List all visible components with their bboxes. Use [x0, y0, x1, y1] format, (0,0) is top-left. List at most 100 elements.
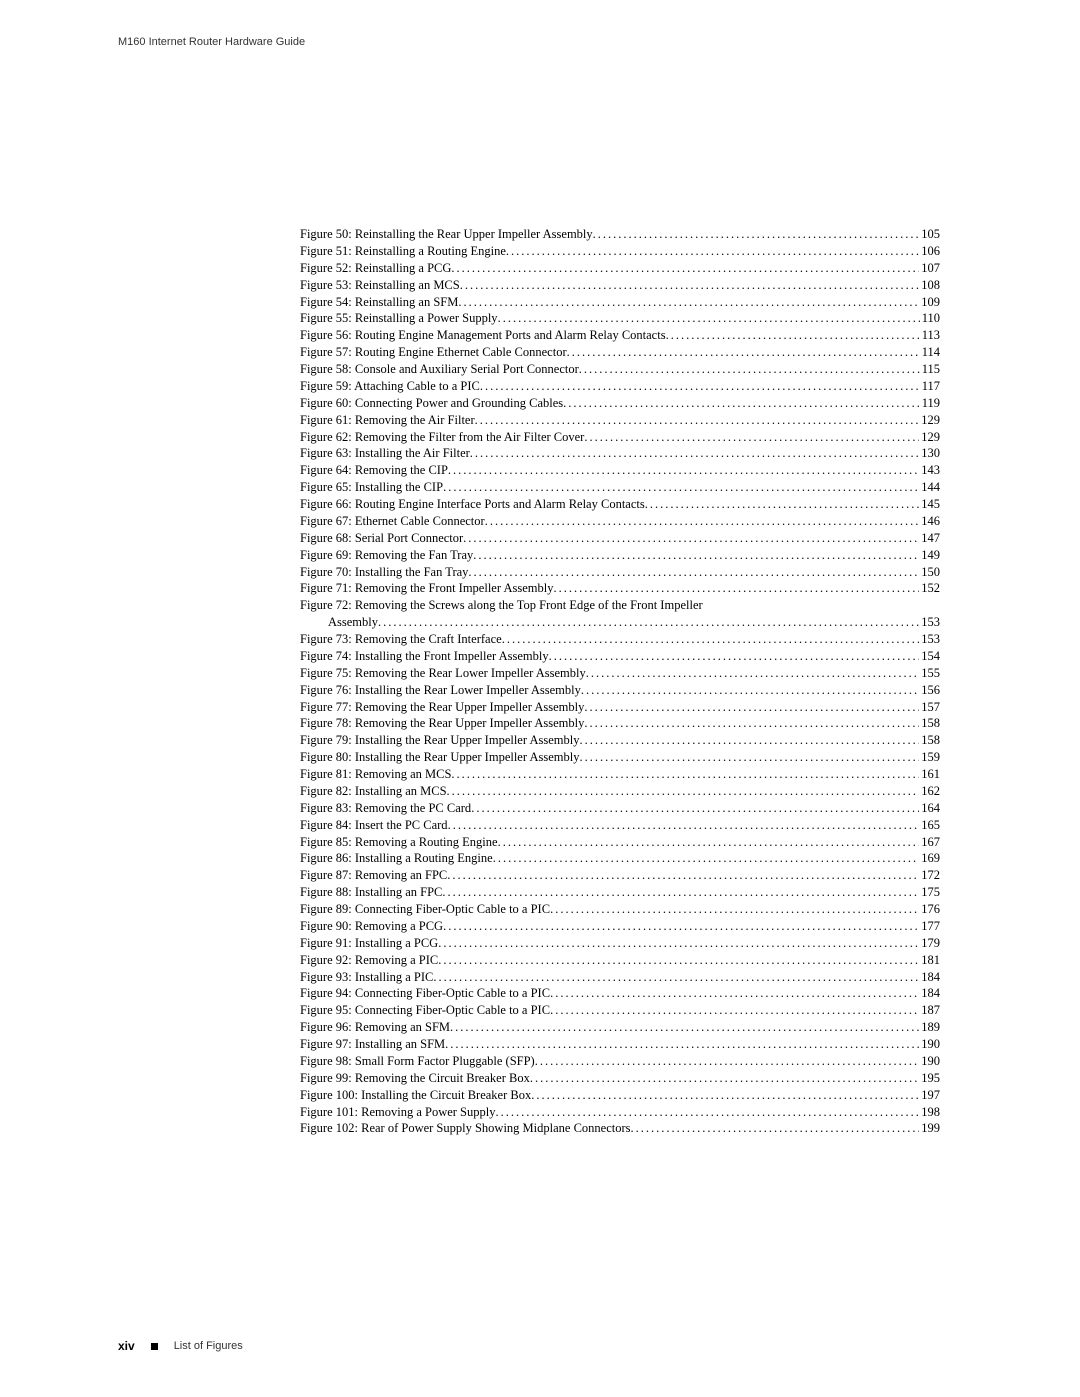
figure-entry: Figure 68: Serial Port Connector147 — [300, 530, 940, 547]
leader-dots — [451, 260, 919, 277]
page-ref: 181 — [919, 952, 940, 969]
page-ref: 115 — [920, 361, 940, 378]
figure-label: Figure 102: Rear of Power Supply Showing… — [300, 1120, 631, 1137]
figure-label: Figure 83: Removing the PC Card — [300, 800, 471, 817]
figure-label: Figure 66: Routing Engine Interface Port… — [300, 496, 645, 513]
leader-dots — [458, 294, 919, 311]
figure-label: Figure 79: Installing the Rear Upper Imp… — [300, 732, 579, 749]
figure-label: Figure 57: Routing Engine Ethernet Cable… — [300, 344, 567, 361]
leader-dots — [451, 766, 919, 783]
figure-label: Figure 89: Connecting Fiber-Optic Cable … — [300, 901, 550, 918]
leader-dots — [550, 1002, 919, 1019]
leader-dots — [498, 834, 920, 851]
leader-dots — [378, 614, 919, 631]
figure-label: Figure 54: Reinstalling an SFM — [300, 294, 458, 311]
page-ref: 114 — [920, 344, 940, 361]
leader-dots — [442, 884, 919, 901]
figure-label: Figure 78: Removing the Rear Upper Impel… — [300, 715, 584, 732]
page-footer: xiv List of Figures — [118, 1339, 243, 1353]
figure-entry: Figure 54: Reinstalling an SFM109 — [300, 294, 940, 311]
page-ref: 158 — [919, 715, 940, 732]
square-icon — [151, 1343, 158, 1350]
figure-entry: Figure 65: Installing the CIP144 — [300, 479, 940, 496]
page-ref: 154 — [919, 648, 940, 665]
leader-dots — [447, 867, 919, 884]
page-number: xiv — [118, 1339, 135, 1353]
figure-entry: Figure 97: Installing an SFM190 — [300, 1036, 940, 1053]
figure-entry: Figure 79: Installing the Rear Upper Imp… — [300, 732, 940, 749]
figure-label: Figure 55: Reinstalling a Power Supply — [300, 310, 498, 327]
figure-label: Figure 58: Console and Auxiliary Serial … — [300, 361, 579, 378]
figure-entry: Figure 72: Removing the Screws along the… — [300, 597, 940, 614]
page-ref: 199 — [919, 1120, 940, 1137]
leader-dots — [473, 547, 919, 564]
page-ref: 144 — [919, 479, 940, 496]
leader-dots — [631, 1120, 920, 1137]
page-ref: 117 — [920, 378, 940, 395]
figure-entry: Figure 81: Removing an MCS161 — [300, 766, 940, 783]
figure-entry: Figure 59: Attaching Cable to a PIC117 — [300, 378, 940, 395]
figure-entry: Figure 70: Installing the Fan Tray150 — [300, 564, 940, 581]
page-ref: 110 — [920, 310, 940, 327]
figure-entry: Figure 95: Connecting Fiber-Optic Cable … — [300, 1002, 940, 1019]
figure-entry: Figure 63: Installing the Air Filter130 — [300, 445, 940, 462]
figure-entry: Figure 77: Removing the Rear Upper Impel… — [300, 699, 940, 716]
leader-dots — [506, 243, 919, 260]
leader-dots — [586, 665, 920, 682]
leader-dots — [447, 783, 920, 800]
page-ref: 107 — [919, 260, 940, 277]
figure-label: Figure 90: Removing a PCG — [300, 918, 443, 935]
figure-entry: Figure 85: Removing a Routing Engine 167 — [300, 834, 940, 851]
leader-dots — [549, 648, 920, 665]
figure-label: Figure 52: Reinstalling a PCG — [300, 260, 451, 277]
figure-label: Figure 61: Removing the Air Filter — [300, 412, 475, 429]
figure-entry: Figure 66: Routing Engine Interface Port… — [300, 496, 940, 513]
page-ref: 197 — [919, 1087, 940, 1104]
page-ref: 155 — [919, 665, 940, 682]
figure-entry: Figure 69: Removing the Fan Tray149 — [300, 547, 940, 564]
figure-label: Figure 53: Reinstalling an MCS — [300, 277, 460, 294]
figure-label: Figure 85: Removing a Routing Engine — [300, 834, 498, 851]
page-ref: 153 — [919, 631, 940, 648]
figure-label: Figure 101: Removing a Power Supply — [300, 1104, 495, 1121]
leader-dots — [471, 800, 919, 817]
figure-entry: Figure 56: Routing Engine Management Por… — [300, 327, 940, 344]
page-ref: 165 — [919, 817, 940, 834]
figure-entry: Figure 89: Connecting Fiber-Optic Cable … — [300, 901, 940, 918]
page-ref: 145 — [919, 496, 940, 513]
page-ref: 156 — [919, 682, 940, 699]
leader-dots — [445, 1036, 919, 1053]
figure-label: Figure 72: Removing the Screws along the… — [300, 597, 703, 614]
figure-entry: Figure 91: Installing a PCG179 — [300, 935, 940, 952]
figure-label: Figure 87: Removing an FPC — [300, 867, 447, 884]
leader-dots — [550, 985, 919, 1002]
figure-entry: Figure 78: Removing the Rear Upper Impel… — [300, 715, 940, 732]
figure-label: Assembly — [328, 614, 378, 631]
leader-dots — [433, 969, 919, 986]
figure-entry: Figure 90: Removing a PCG177 — [300, 918, 940, 935]
figure-entry: Figure 57: Routing Engine Ethernet Cable… — [300, 344, 940, 361]
leader-dots — [448, 817, 920, 834]
page-ref: 190 — [919, 1036, 940, 1053]
figure-label: Figure 88: Installing an FPC — [300, 884, 442, 901]
figure-label: Figure 74: Installing the Front Impeller… — [300, 648, 549, 665]
leader-dots — [530, 1070, 919, 1087]
figure-entry: Figure 71: Removing the Front Impeller A… — [300, 580, 940, 597]
leader-dots — [438, 952, 919, 969]
page-ref: 184 — [919, 985, 940, 1002]
figure-entry: Figure 50: Reinstalling the Rear Upper I… — [300, 226, 940, 243]
figure-entry: Figure 100: Installing the Circuit Break… — [300, 1087, 940, 1104]
figure-entry: Figure 53: Reinstalling an MCS108 — [300, 277, 940, 294]
figure-label: Figure 56: Routing Engine Management Por… — [300, 327, 666, 344]
figure-label: Figure 84: Insert the PC Card — [300, 817, 448, 834]
page-ref: 167 — [919, 834, 940, 851]
figure-entry: Figure 83: Removing the PC Card164 — [300, 800, 940, 817]
page-ref: 106 — [919, 243, 940, 260]
figure-entry: Figure 87: Removing an FPC172 — [300, 867, 940, 884]
leader-dots — [502, 631, 920, 648]
leader-dots — [581, 682, 919, 699]
figure-entry: Assembly153 — [300, 614, 940, 631]
page-ref: 175 — [919, 884, 940, 901]
page-ref: 147 — [919, 530, 940, 547]
page-ref: 189 — [919, 1019, 940, 1036]
